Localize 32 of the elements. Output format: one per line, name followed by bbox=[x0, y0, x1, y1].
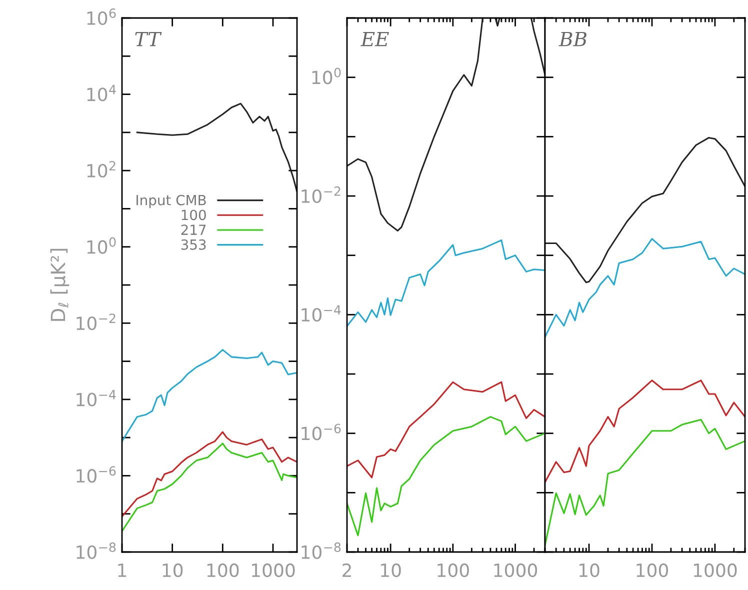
x-tick-label: 1000 bbox=[252, 563, 295, 578]
x-tick-label: 100 bbox=[636, 563, 668, 578]
y-tick-label: 10$^{−6}$ bbox=[76, 466, 116, 483]
legend-label: 353 bbox=[181, 239, 206, 250]
x-tick-label: 2 bbox=[342, 563, 351, 577]
y-tick-label: 10$^{4}$ bbox=[87, 84, 116, 102]
x-tick-label: 1000 bbox=[694, 563, 737, 578]
y-tick-label: 10$^{−2}$ bbox=[302, 186, 340, 203]
legend-label: Input CMB bbox=[136, 194, 206, 208]
x-tick-label: 10 bbox=[381, 563, 401, 578]
x-tick-label: 100 bbox=[207, 563, 239, 578]
y-tick-label: 10$^{−4}$ bbox=[76, 390, 116, 406]
y-tick-label: 10$^{−6}$ bbox=[302, 424, 341, 440]
x-tick-label: 1 bbox=[118, 564, 126, 577]
legend-label: 217 bbox=[181, 224, 206, 235]
x-tick-label: 1000 bbox=[494, 563, 538, 578]
x-tick-label: 100 bbox=[438, 563, 469, 578]
legend-label: 100 bbox=[182, 210, 206, 220]
x-tick-label: 10 bbox=[162, 563, 183, 578]
y-tick-label: 10$^{0}$ bbox=[312, 68, 341, 84]
y-tick-label: 10$^{−8}$ bbox=[76, 542, 116, 559]
y-tick-label: 10$^{−4}$ bbox=[302, 305, 341, 322]
y-tick-label: 10$^{6}$ bbox=[87, 8, 116, 25]
text: BB bbox=[558, 32, 586, 46]
y-tick-label: 10$^{−2}$ bbox=[76, 314, 116, 330]
y-axis-title: D$_{ℓ}$ [μK²] bbox=[50, 248, 70, 321]
text: TT bbox=[135, 32, 162, 46]
y-tick-label: 10$^{−8}$ bbox=[302, 542, 341, 559]
text: EE bbox=[360, 32, 389, 46]
y-tick-label: 10$^{0}$ bbox=[87, 237, 116, 254]
y-tick-label: 10$^{2}$ bbox=[87, 161, 116, 178]
x-tick-label: 10 bbox=[580, 563, 600, 578]
